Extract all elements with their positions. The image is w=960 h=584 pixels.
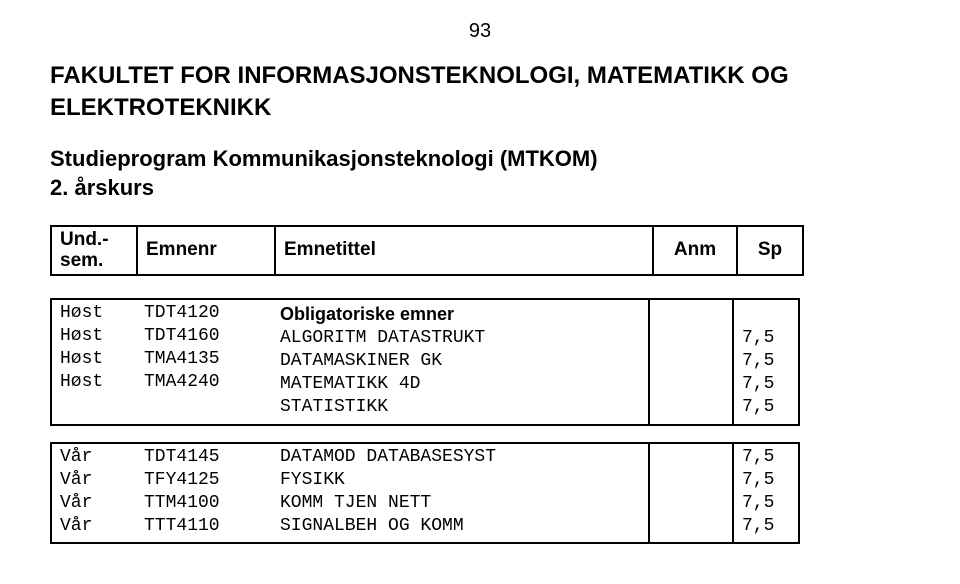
block2-tit: DATAMOD DATABASESYST FYSIKK KOMM TJEN NE… bbox=[272, 443, 649, 543]
block1-sem: Høst Høst Høst Høst bbox=[51, 299, 136, 424]
block1-sp-spacer bbox=[742, 302, 790, 327]
block1-tit-cell: Obligatoriske emner ALGORITM DATASTRUKT … bbox=[272, 299, 649, 424]
block1-sp-cell: 7,5 7,5 7,5 7,5 bbox=[733, 299, 799, 424]
header-sp: Sp bbox=[737, 226, 803, 276]
block2-anm bbox=[649, 443, 733, 543]
block2-sp: 7,5 7,5 7,5 7,5 bbox=[733, 443, 799, 543]
column-header-table: Und.- sem. Emnenr Emnetittel Anm Sp bbox=[50, 225, 804, 277]
block2-emnr: TDT4145 TFY4125 TTM4100 TTT4110 bbox=[136, 443, 272, 543]
header-emnenr: Emnenr bbox=[137, 226, 275, 276]
faculty-title-line2: ELEKTROTEKNIKK bbox=[50, 93, 910, 123]
header-anm: Anm bbox=[653, 226, 737, 276]
course-block-host: Høst Høst Høst Høst TDT4120 TDT4160 TMA4… bbox=[50, 298, 800, 425]
header-emnetittel: Emnetittel bbox=[275, 226, 653, 276]
block1-anm bbox=[649, 299, 733, 424]
header-sem: Und.- sem. bbox=[51, 226, 137, 276]
header-sem-line1: Und.- bbox=[60, 229, 109, 250]
block1-section-heading: Obligatoriske emner bbox=[280, 302, 640, 327]
block1-emnr: TDT4120 TDT4160 TMA4135 TMA4240 bbox=[136, 299, 272, 424]
block1-tit: ALGORITM DATASTRUKT DATAMASKINER GK MATE… bbox=[280, 327, 640, 419]
program-subtitle: Studieprogram Kommunikasjonsteknologi (M… bbox=[50, 145, 910, 173]
page-number: 93 bbox=[50, 20, 910, 43]
header-sem-line2: sem. bbox=[60, 250, 103, 271]
course-block-var: Vår Vår Vår Vår TDT4145 TFY4125 TTM4100 … bbox=[50, 442, 800, 544]
faculty-title-line1: FAKULTET FOR INFORMASJONSTEKNOLOGI, MATE… bbox=[50, 61, 910, 91]
page: 93 FAKULTET FOR INFORMASJONSTEKNOLOGI, M… bbox=[0, 0, 960, 544]
year-line: 2. årskurs bbox=[50, 175, 910, 201]
block2-sem: Vår Vår Vår Vår bbox=[51, 443, 136, 543]
block1-sp: 7,5 7,5 7,5 7,5 bbox=[742, 327, 790, 419]
